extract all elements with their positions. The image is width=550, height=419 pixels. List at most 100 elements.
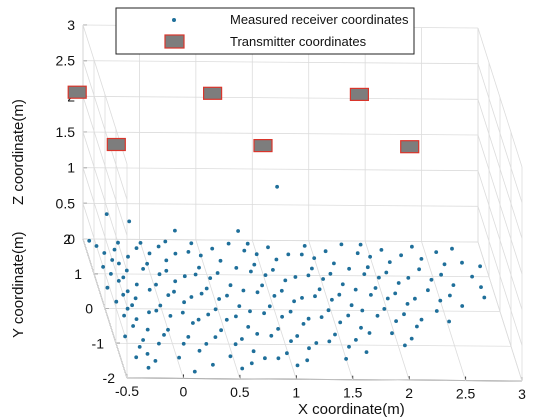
back-wall-grid-line xyxy=(82,202,479,207)
receiver-point xyxy=(451,283,456,287)
receiver-point xyxy=(286,252,291,257)
z-axis-label: Z coordinate(m) xyxy=(10,99,27,205)
x-tick-label: 0 xyxy=(180,383,188,399)
receiver-point xyxy=(295,363,300,368)
receiver-point xyxy=(145,261,150,266)
receiver-point xyxy=(272,294,277,298)
receiver-point xyxy=(478,264,482,269)
receiver-point xyxy=(206,312,211,317)
legend-transmitter-label: Transmitter coordinates xyxy=(230,34,367,49)
receiver-point xyxy=(442,262,447,267)
axes-box xyxy=(82,24,523,382)
receiver-point xyxy=(224,317,229,322)
receiver-point xyxy=(180,310,185,315)
receiver-point xyxy=(172,289,176,294)
receiver-point xyxy=(215,271,220,275)
receiver-point xyxy=(302,244,307,248)
receiver-point xyxy=(354,338,358,342)
receiver-point xyxy=(413,296,417,301)
receiver-point xyxy=(248,309,252,314)
receiver-point xyxy=(360,308,365,313)
receiver-point xyxy=(125,289,130,294)
receiver-point xyxy=(276,327,280,331)
receiver-point xyxy=(121,292,126,297)
receiver-point xyxy=(147,310,151,315)
receiver-point xyxy=(154,308,159,313)
x-tick-label: 1.5 xyxy=(343,385,363,401)
receiver-point xyxy=(355,251,360,256)
receiver-point xyxy=(242,248,247,253)
back-wall-grid-line xyxy=(82,238,479,243)
receiver-point xyxy=(364,350,369,354)
receiver-point xyxy=(219,328,224,333)
receiver-point xyxy=(263,356,267,361)
right-wall-grid-line xyxy=(477,27,523,168)
x-tick-label: 1 xyxy=(292,384,300,400)
receiver-point xyxy=(295,334,300,338)
receiver-point xyxy=(390,331,394,336)
y-tick-label: 2 xyxy=(63,231,71,247)
receiver-point xyxy=(251,349,256,354)
receiver-point xyxy=(399,253,403,258)
receiver-point xyxy=(246,325,251,329)
z-tick-label: 3 xyxy=(67,17,75,33)
left-wall-grid-line xyxy=(82,238,128,379)
z-tick-label: 1.5 xyxy=(56,124,76,140)
receiver-point xyxy=(210,246,215,251)
receiver-point xyxy=(134,282,139,287)
receiver-point xyxy=(285,351,289,356)
receiver-point xyxy=(450,246,454,251)
receiver-point xyxy=(406,276,411,280)
receiver-point xyxy=(460,304,465,308)
receiver-point xyxy=(482,295,487,300)
receiver-point xyxy=(479,285,483,289)
receiver-point xyxy=(419,257,424,261)
receiver-point xyxy=(121,275,126,280)
receiver-point xyxy=(283,278,288,283)
receiver-point xyxy=(198,253,203,258)
receiver-point xyxy=(94,244,99,248)
receiver-point xyxy=(417,267,421,272)
receiver-point xyxy=(299,252,304,257)
receiver-point xyxy=(133,296,138,301)
y-axis-label: Y coordinate(m) xyxy=(10,232,27,338)
back-wall-grid-line xyxy=(82,131,479,136)
receiver-point xyxy=(164,258,169,263)
receiver-point xyxy=(109,272,113,276)
receiver-point xyxy=(157,341,161,346)
receiver-point xyxy=(249,361,254,366)
legend-receiver-label: Measured receiver coordinates xyxy=(230,12,409,27)
x-tick-label: -0.5 xyxy=(115,383,139,399)
receiver-point xyxy=(353,287,358,292)
receiver-point xyxy=(116,240,120,245)
receiver-point xyxy=(166,293,171,297)
receiver-point xyxy=(240,366,245,371)
receiver-point xyxy=(228,283,233,288)
receiver-point xyxy=(158,303,163,308)
right-wall-grid-line xyxy=(477,241,523,382)
receiver-point xyxy=(217,297,222,301)
receiver-point xyxy=(379,248,384,252)
receiver-point xyxy=(393,291,398,296)
receiver-point xyxy=(101,265,105,269)
receiver-point xyxy=(271,268,275,272)
receiver-point xyxy=(460,260,464,265)
receiver-point xyxy=(189,295,194,299)
receiver-point xyxy=(234,266,239,270)
receiver-point xyxy=(130,303,135,308)
receiver-point xyxy=(123,334,127,339)
receiver-point xyxy=(359,325,363,330)
receiver-point xyxy=(447,319,451,324)
receiver-point xyxy=(301,322,306,326)
receiver-point xyxy=(137,345,142,349)
left-wall-grid-line xyxy=(82,131,128,272)
receiver-point xyxy=(266,245,270,250)
receiver-point xyxy=(337,292,342,297)
receiver-point xyxy=(254,252,259,257)
receiver-point xyxy=(255,290,260,295)
transmitter-point xyxy=(253,139,273,153)
receiver-point xyxy=(145,352,150,356)
receiver-point xyxy=(105,285,110,290)
receiver-point xyxy=(280,314,284,319)
receiver-point xyxy=(396,281,401,285)
